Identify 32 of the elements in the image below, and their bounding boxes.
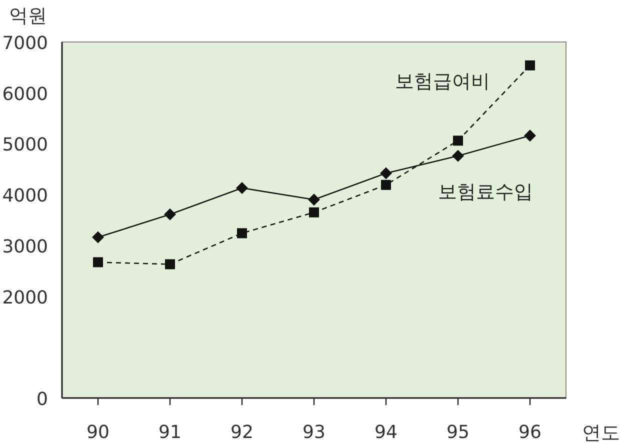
point	[93, 257, 103, 268]
point	[453, 136, 463, 146]
point	[165, 259, 175, 270]
point	[164, 208, 176, 220]
y-tick-label: 3000	[2, 236, 48, 258]
y-tick-label: 2000	[2, 287, 48, 308]
x-tick-label: 92	[230, 422, 254, 443]
point	[380, 167, 392, 180]
series-label: 보험급여비	[395, 70, 490, 92]
y-tick-label: 5000	[2, 134, 48, 156]
point	[237, 228, 247, 238]
point	[381, 180, 391, 190]
y-axis-title: 억원	[9, 5, 47, 27]
y-tick-label: 6000	[2, 84, 48, 105]
point	[309, 207, 319, 218]
point	[236, 182, 248, 194]
y-tick-label: 0	[36, 389, 48, 410]
series-label: 보험료수입	[438, 180, 533, 203]
y-tick-label: 7000	[2, 33, 48, 54]
y-tick-label: 4000	[2, 186, 48, 207]
x-tick-label: 93	[302, 422, 326, 443]
x-tick-label: 95	[446, 422, 470, 443]
point	[525, 60, 535, 70]
point	[92, 231, 104, 244]
x-tick-label: 91	[158, 422, 182, 443]
point	[452, 150, 464, 162]
point	[524, 130, 536, 142]
x-tick-label: 90	[86, 422, 110, 443]
point	[308, 194, 320, 206]
x-tick-label: 94	[374, 422, 398, 443]
x-axis-title: 연도	[582, 422, 620, 443]
x-tick-label: 96	[518, 422, 542, 443]
